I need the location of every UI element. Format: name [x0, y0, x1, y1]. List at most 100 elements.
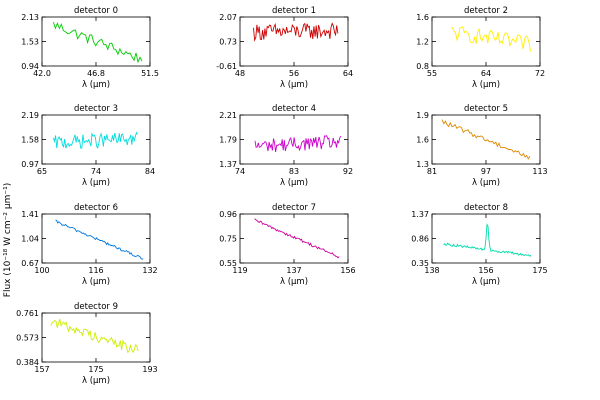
- y-tick-label: 1.58: [21, 136, 39, 145]
- y-tick-label: 1.6: [416, 136, 429, 145]
- x-tick-label: 113: [532, 167, 547, 176]
- y-tick-label: 2.19: [21, 111, 39, 120]
- detector-panel-3: detector 3 65 74 84 0.97 1.58 2.19 λ (μm): [21, 104, 155, 188]
- y-tick-label: 2.07: [219, 13, 237, 22]
- x-tick-label: 55: [427, 69, 437, 78]
- figure-ylabel: Flux (10⁻¹⁸ W cm⁻² μm⁻¹): [3, 183, 13, 297]
- y-tick-label: -0.61: [216, 62, 237, 71]
- y-tick-label: 0.384: [16, 358, 39, 367]
- y-tick-label: 0.55: [219, 259, 237, 268]
- y-tick-label: 2.21: [219, 111, 237, 120]
- plot-frame: [431, 16, 541, 67]
- x-tick-label: 157: [34, 365, 49, 374]
- y-tick-label: 1.2: [416, 38, 429, 47]
- panel-title: detector 3: [74, 104, 118, 114]
- panel-title: detector 0: [74, 6, 118, 16]
- x-tick-label: 138: [424, 266, 439, 275]
- x-tick-label: 81: [427, 167, 437, 176]
- x-axis-label: λ (μm): [82, 277, 110, 287]
- spectrum-line: [451, 26, 531, 52]
- panel-title: detector 1: [272, 6, 316, 16]
- detector-panel-0: detector 0 42.0 46.8 51.5 0.94 1.53 2.13 λ (μm): [21, 6, 159, 90]
- y-tick-label: 1.6: [416, 13, 429, 22]
- x-tick-label: 175: [532, 266, 547, 275]
- x-tick-label: 74: [91, 167, 101, 176]
- spectrum-line: [52, 21, 143, 64]
- x-tick-label: 56: [289, 69, 299, 78]
- detector-panel-8: detector 8 138 156 175 0.35 0.86 1.37 λ (μm): [411, 203, 547, 287]
- x-tick-label: 175: [88, 365, 103, 374]
- x-axis-label: λ (μm): [472, 80, 500, 90]
- y-tick-label: 1.37: [411, 210, 429, 219]
- x-tick-label: 156: [340, 266, 355, 275]
- x-tick-label: 92: [343, 167, 353, 176]
- x-tick-label: 137: [286, 266, 301, 275]
- spectrum-line: [441, 119, 531, 160]
- x-axis-label: λ (μm): [280, 178, 308, 188]
- spectrum-line: [254, 218, 340, 259]
- x-tick-label: 48: [235, 69, 245, 78]
- x-tick-label: 100: [34, 266, 49, 275]
- y-tick-label: 0.94: [21, 62, 39, 71]
- y-tick-label: 0.35: [411, 259, 429, 268]
- y-tick-label: 1.3: [416, 160, 429, 169]
- spectrum-line: [52, 131, 138, 149]
- panel-title: detector 5: [464, 104, 508, 114]
- panel-title: detector 6: [74, 203, 118, 213]
- x-tick-label: 46.8: [87, 69, 105, 78]
- x-tick-label: 72: [535, 69, 545, 78]
- panel-title: detector 8: [464, 203, 508, 213]
- detector-panel-5: detector 5 81 97 113 1.3 1.6 1.9 λ (μm): [416, 104, 547, 188]
- detector-panel-7: detector 7 119 137 156 0.55 0.75 0.96 λ (μm): [219, 203, 355, 287]
- y-tick-label: 1.79: [219, 136, 237, 145]
- y-tick-label: 0.86: [411, 235, 429, 244]
- y-tick-label: 1.37: [219, 160, 237, 169]
- detector-panel-6: detector 6 100 116 132 0.67 1.04 1.41 λ (μm): [21, 203, 157, 287]
- detector-panel-9: detector 9 157 175 193 0.384 0.573 0.761 λ (μm): [16, 302, 158, 386]
- panel-title: detector 2: [464, 6, 508, 16]
- x-axis-label: λ (μm): [472, 178, 500, 188]
- y-tick-label: 0.97: [21, 160, 39, 169]
- x-axis-label: λ (μm): [82, 80, 110, 90]
- x-tick-label: 156: [478, 266, 493, 275]
- x-axis-label: λ (μm): [82, 178, 110, 188]
- y-tick-label: 1.41: [21, 210, 39, 219]
- plot-frame: [239, 213, 349, 264]
- y-tick-label: 0.8: [416, 62, 429, 71]
- detector-panel-2: detector 2 55 64 72 0.8 1.2 1.6 λ (μm): [416, 6, 545, 90]
- spectrum-line: [50, 318, 139, 354]
- x-tick-label: 119: [232, 266, 247, 275]
- panel-title: detector 4: [272, 104, 316, 114]
- y-tick-label: 2.13: [21, 13, 39, 22]
- panel-title: detector 7: [272, 203, 316, 213]
- detector-panels: detector 0 42.0 46.8 51.5 0.94 1.53 2.13 λ (μm)…: [16, 6, 548, 386]
- y-tick-label: 1.9: [416, 111, 429, 120]
- x-tick-label: 83: [289, 167, 299, 176]
- x-tick-label: 193: [142, 365, 157, 374]
- x-tick-label: 132: [142, 266, 157, 275]
- y-tick-label: 0.67: [21, 259, 39, 268]
- plot-frame: [431, 114, 541, 165]
- x-tick-label: 84: [145, 167, 155, 176]
- x-axis-label: λ (μm): [472, 277, 500, 287]
- x-tick-label: 97: [481, 167, 491, 176]
- spectrum-line: [253, 22, 339, 42]
- y-tick-label: 0.573: [16, 334, 39, 343]
- x-tick-label: 64: [481, 69, 491, 78]
- detector-panel-1: detector 1 48 56 64 -0.61 0.73 2.07 λ (μm): [216, 6, 353, 90]
- x-axis-label: λ (μm): [280, 80, 308, 90]
- x-tick-label: 42.0: [33, 69, 51, 78]
- spectrum-line: [254, 135, 342, 152]
- panel-title: detector 9: [74, 302, 118, 312]
- x-tick-label: 65: [37, 167, 47, 176]
- spectrum-line: [55, 219, 144, 260]
- x-tick-label: 51.5: [141, 69, 159, 78]
- x-axis-label: λ (μm): [82, 376, 110, 386]
- y-tick-label: 0.73: [219, 38, 237, 47]
- y-tick-label: 1.53: [21, 38, 39, 47]
- spectrum-line: [443, 223, 532, 257]
- x-tick-label: 64: [343, 69, 353, 78]
- y-tick-label: 0.761: [16, 309, 39, 318]
- y-tick-label: 0.96: [219, 210, 237, 219]
